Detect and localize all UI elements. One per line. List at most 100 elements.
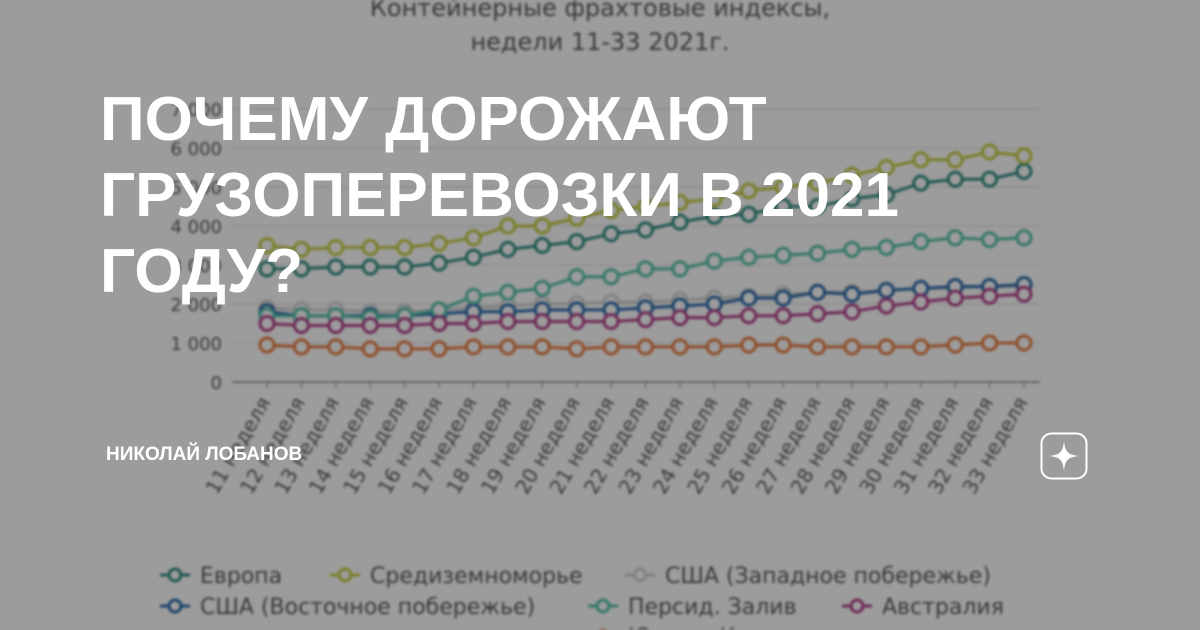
point [705, 252, 723, 270]
point [740, 336, 758, 354]
point [981, 170, 999, 188]
series [258, 285, 1033, 334]
point [740, 307, 758, 325]
chart-subtitle: недели 11-33 2021г. [470, 28, 729, 56]
point [499, 240, 517, 258]
point [292, 316, 310, 334]
point [602, 338, 620, 356]
point [258, 315, 276, 332]
zen-button[interactable] [1040, 432, 1088, 480]
point [912, 233, 930, 251]
point [637, 221, 654, 239]
point [327, 238, 345, 256]
point [740, 182, 758, 200]
point [499, 313, 517, 331]
point [740, 205, 758, 223]
point [568, 209, 586, 227]
point [705, 207, 723, 225]
point [1015, 229, 1033, 247]
point [430, 254, 448, 272]
point [602, 268, 620, 286]
point [981, 287, 999, 305]
point [912, 293, 930, 311]
legend-label: Европа [200, 564, 282, 589]
point [877, 186, 895, 204]
point [568, 340, 586, 358]
point [637, 338, 654, 356]
legend-label: США (Западное побережье) [665, 564, 991, 589]
point [430, 235, 448, 253]
point [809, 305, 827, 323]
point [499, 283, 517, 301]
point [396, 258, 414, 276]
point [361, 316, 379, 334]
point [327, 316, 345, 334]
point [602, 313, 620, 331]
point [361, 258, 379, 276]
point [533, 279, 551, 297]
point [1015, 162, 1033, 180]
point [292, 338, 310, 356]
point [258, 237, 276, 254]
legend-marker [849, 598, 865, 614]
point [292, 240, 310, 258]
point [533, 338, 551, 356]
point [946, 229, 964, 247]
series [258, 143, 1033, 258]
point [499, 217, 517, 235]
point [637, 198, 654, 215]
legend-label: Австралия [882, 595, 1004, 620]
legend-label: Персид. Залив [628, 595, 797, 620]
point [568, 268, 586, 286]
point [912, 338, 930, 356]
y-tick-label: 5 000 [170, 178, 222, 199]
legend-label: Средиземноморье [370, 564, 583, 589]
point [705, 309, 723, 327]
legend-marker [167, 567, 183, 583]
point [946, 336, 964, 354]
point [774, 307, 792, 325]
point [430, 340, 448, 358]
point [602, 201, 620, 219]
point [327, 338, 345, 356]
point [396, 340, 414, 358]
point [946, 170, 964, 188]
series [258, 334, 1033, 358]
legend-marker [632, 567, 648, 583]
point [568, 233, 586, 251]
point [877, 281, 895, 299]
point [464, 248, 482, 266]
point [1015, 334, 1033, 352]
point [877, 338, 895, 356]
point [981, 143, 999, 161]
y-tick-label: 3 000 [170, 256, 222, 277]
y-tick-label: 7 000 [170, 100, 222, 121]
point [464, 315, 482, 332]
point [774, 336, 792, 354]
point [843, 190, 861, 208]
series [258, 162, 1033, 278]
point [981, 231, 999, 249]
point [671, 338, 689, 356]
point [258, 260, 276, 278]
legend-marker [337, 567, 353, 583]
point [740, 248, 758, 266]
point [981, 334, 999, 352]
point [327, 258, 345, 276]
y-tick-label: 4 000 [170, 217, 222, 238]
point [877, 297, 895, 315]
point [464, 287, 482, 305]
point [877, 159, 895, 176]
point [292, 260, 310, 278]
y-tick-label: 0 [211, 373, 222, 394]
point [912, 174, 930, 192]
point [602, 225, 620, 243]
author[interactable]: НИКОЛАЙ ЛОБАНОВ [106, 444, 303, 465]
point [533, 237, 551, 254]
point [843, 338, 861, 356]
chart-title: Контейнерные фрахтовые индексы, [370, 0, 830, 22]
point [637, 260, 654, 278]
